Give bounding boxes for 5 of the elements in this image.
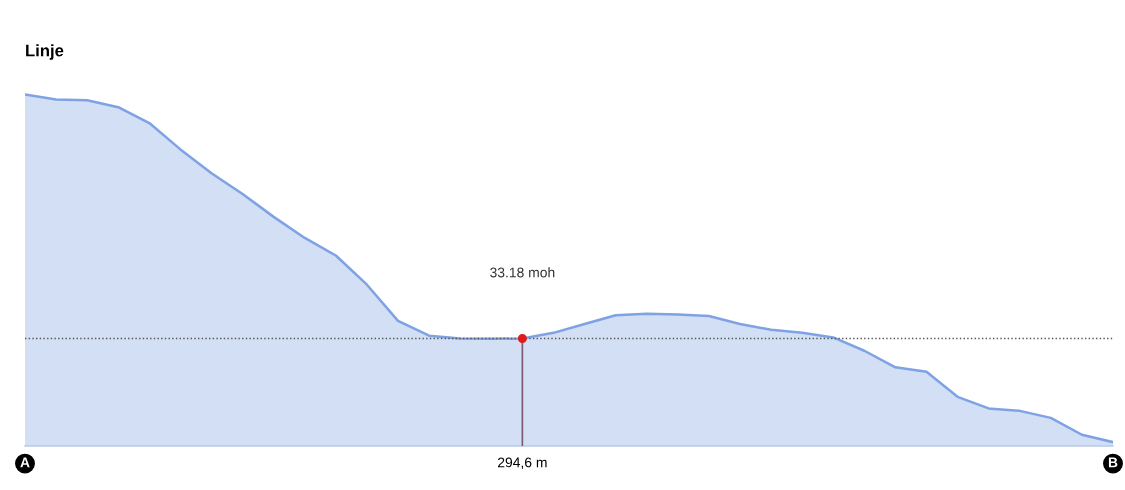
annotation: 33.18 moh <box>490 267 555 278</box>
x-tick-label: B <box>1108 457 1118 468</box>
x-tick-label: A <box>20 457 30 468</box>
chart-title: Linje <box>26 44 64 60</box>
x-tick-label: 294,6 m <box>497 457 547 469</box>
